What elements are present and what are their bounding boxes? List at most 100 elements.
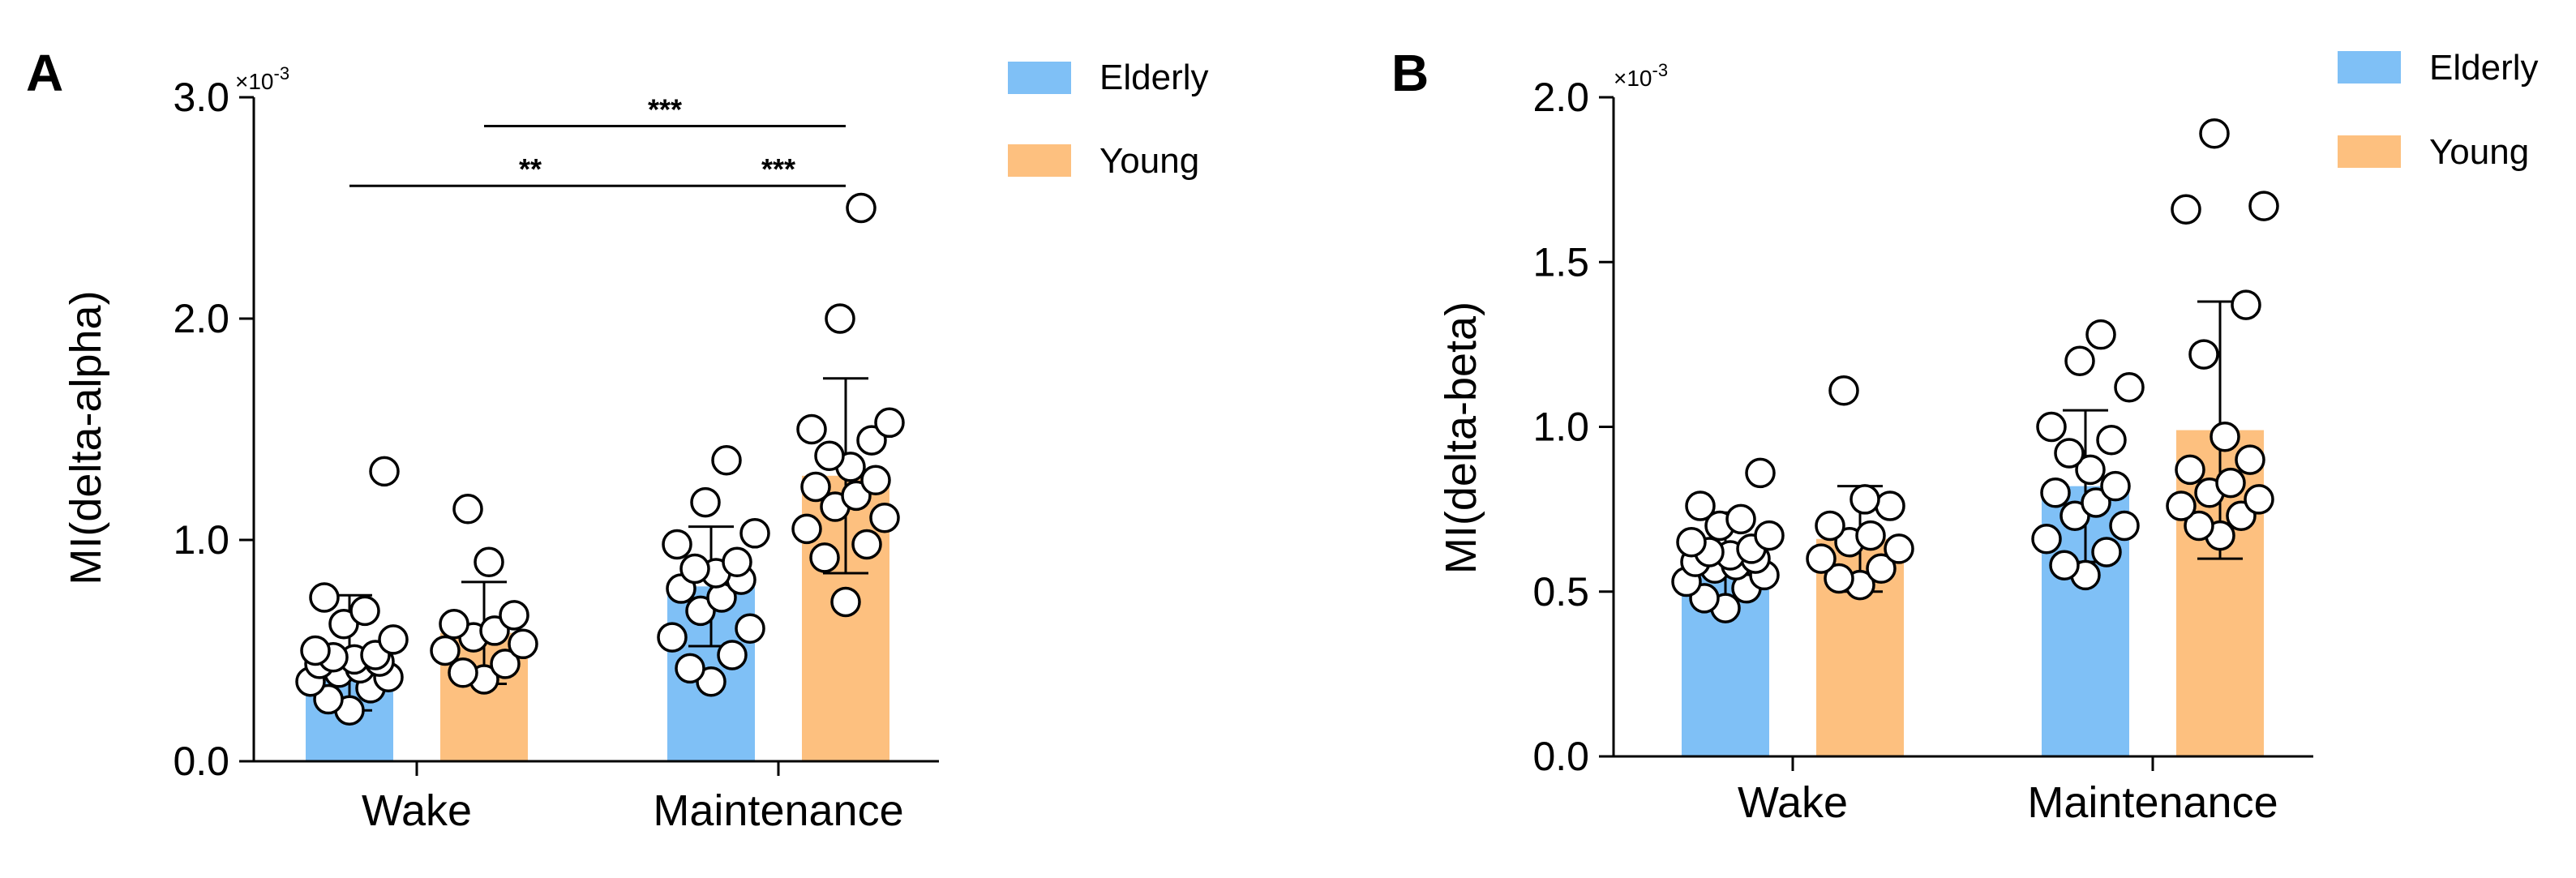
data-point [313, 683, 344, 715]
data-point [2054, 438, 2085, 469]
data-point [1676, 527, 1707, 558]
data-point [846, 192, 877, 224]
panel-a-y-axis-title: MI(delta-alpha) [62, 290, 110, 585]
legend-swatch-young [2338, 135, 2401, 168]
data-point [2114, 371, 2145, 403]
data-point [791, 513, 822, 545]
data-point [1725, 503, 1756, 535]
data-point [1855, 520, 1886, 551]
data-point [369, 456, 400, 487]
data-point [711, 444, 742, 476]
data-point [2040, 478, 2071, 508]
data-point [851, 529, 882, 560]
data-point [809, 542, 840, 573]
y-tick-label: 0.0 [1532, 734, 1589, 779]
data-point [2166, 490, 2197, 521]
data-point [508, 628, 538, 660]
data-point [300, 635, 331, 666]
data-point [1828, 375, 1859, 406]
data-point [1875, 490, 1905, 521]
x-category-label-wake: Wake [1738, 778, 1848, 827]
panel-a-legend: Elderly Young [1008, 58, 1209, 181]
data-point [825, 303, 855, 334]
significance-label: ** [519, 152, 542, 186]
data-point [830, 586, 861, 618]
data-point [735, 613, 765, 644]
data-point [2210, 421, 2240, 452]
data-point [1815, 510, 1845, 542]
data-point [2235, 444, 2265, 475]
data-point [2064, 345, 2095, 376]
data-point [2049, 550, 2080, 580]
legend-swatch-young [1008, 144, 1071, 177]
legend-label-elderly: Elderly [1099, 58, 1209, 97]
x-category-label-maintenance: Maintenance [2027, 778, 2278, 827]
data-point [722, 546, 752, 578]
data-point [679, 553, 710, 585]
y-tick-label: 0.5 [1532, 569, 1589, 615]
data-point [1754, 520, 1785, 551]
panel-b-letter: B [1391, 44, 1429, 102]
y-tick-label: 0.0 [173, 739, 229, 784]
data-point [796, 413, 827, 445]
data-point [2184, 510, 2214, 542]
data-point [800, 471, 831, 503]
legend-label-young: Young [1099, 141, 1199, 181]
y-tick-label: 2.0 [1532, 75, 1589, 120]
data-point [2188, 339, 2219, 370]
legend-label-elderly: Elderly [2429, 48, 2539, 88]
data-point [2244, 484, 2274, 515]
data-point [430, 635, 461, 666]
data-point [657, 622, 688, 653]
legend-swatch-elderly [1008, 62, 1071, 94]
data-point [1866, 553, 1897, 585]
panel-b-y-axis-title: MI(delta-beta) [1437, 302, 1485, 574]
legend-swatch-elderly [2338, 51, 2401, 84]
data-point [814, 440, 845, 472]
data-point [378, 624, 409, 655]
y-tick-label: 1.0 [1532, 405, 1589, 450]
data-point [2096, 425, 2127, 456]
data-point [2109, 510, 2140, 542]
y-tick-label: 1.5 [1532, 239, 1589, 285]
data-point [1849, 484, 1880, 515]
data-point [1806, 543, 1837, 574]
data-point [856, 425, 887, 456]
data-point [2075, 454, 2106, 486]
legend-label-young: Young [2429, 132, 2529, 172]
data-point [860, 465, 891, 496]
y-tick-label: 1.0 [173, 517, 229, 563]
data-point [690, 486, 721, 518]
data-point [2215, 467, 2246, 499]
data-point [2091, 537, 2122, 567]
data-point [349, 595, 380, 627]
data-point [874, 407, 905, 439]
data-point [1884, 533, 1914, 564]
y-tick-label: 2.0 [173, 296, 229, 341]
data-point [2199, 118, 2230, 149]
data-point [841, 480, 872, 512]
x-category-label-maintenance: Maintenance [653, 786, 903, 835]
data-point [2171, 194, 2201, 225]
data-point [2231, 289, 2261, 320]
data-point [479, 615, 510, 646]
data-point [452, 494, 483, 525]
panel-a: A MI(delta-alpha) ×10-3 0.0 1.0 2.0 3.0 Wake… [26, 44, 939, 835]
data-point [474, 546, 504, 578]
data-point [2081, 487, 2111, 518]
data-point [662, 529, 692, 560]
data-point [490, 649, 521, 679]
data-point [439, 608, 469, 640]
data-point [448, 657, 478, 688]
panel-b: B MI(delta-beta) ×10-3 0.0 0.5 1.0 1.5 2.0 Wa… [1391, 44, 2313, 827]
data-point [499, 600, 529, 631]
data-point [309, 582, 340, 613]
data-point [1824, 563, 1854, 594]
panel-b-legend: Elderly Young [2338, 48, 2539, 172]
data-point [2036, 411, 2067, 443]
data-point [1745, 457, 1776, 489]
significance-label: *** [648, 92, 682, 126]
panel-b-scale-factor: ×10-3 [1614, 60, 1668, 91]
